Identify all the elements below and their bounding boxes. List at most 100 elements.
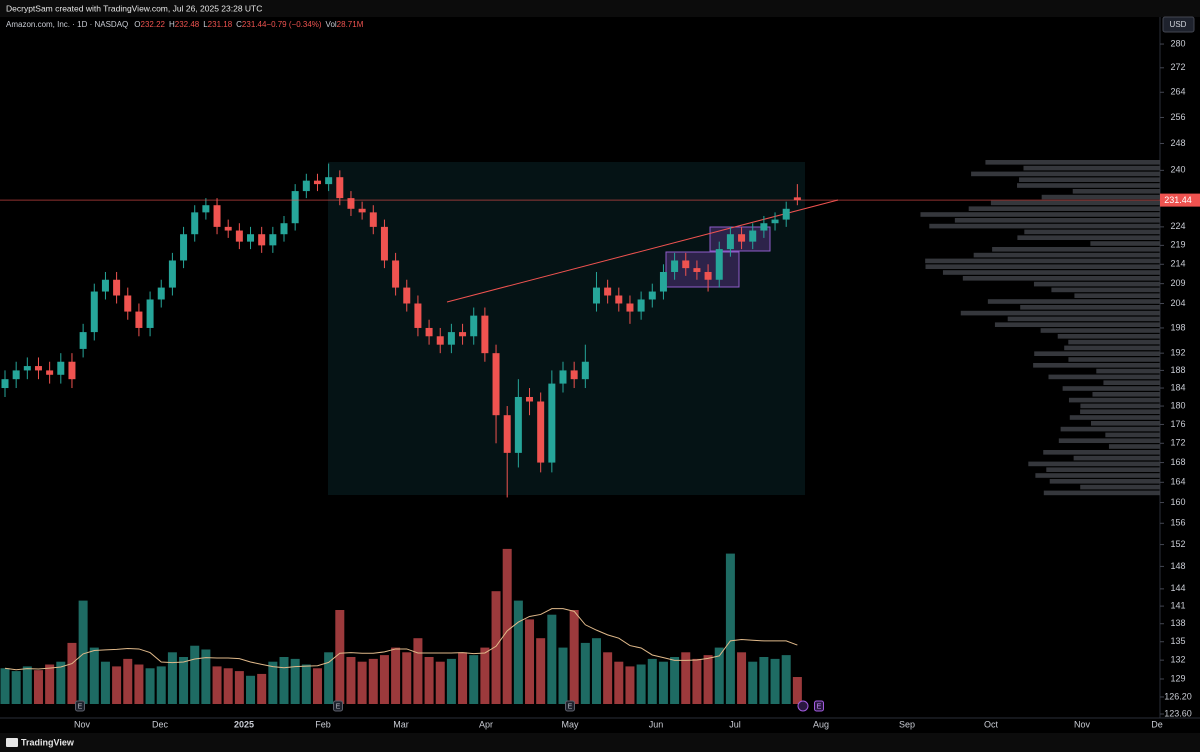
y-tick-label: 132 <box>1170 655 1185 665</box>
volume-bar <box>647 658 657 704</box>
profile-bar <box>990 200 1160 206</box>
volume-bar <box>0 668 10 704</box>
candle-body <box>604 287 612 296</box>
volume-bar <box>591 638 601 704</box>
y-tick-label: 123.60 <box>1164 708 1192 718</box>
candle-body <box>269 234 277 246</box>
profile-bar <box>1024 229 1160 235</box>
candle-body <box>380 226 388 261</box>
y-tick-label: 264 <box>1170 87 1185 97</box>
volume-bar <box>614 661 624 704</box>
volume-bar <box>33 670 43 704</box>
x-tick-label: Sep <box>899 719 915 729</box>
profile-bar <box>929 223 1160 229</box>
profile-bar <box>1017 235 1160 240</box>
profile-bar <box>942 270 1160 275</box>
candle-body <box>648 291 656 300</box>
alert-icon <box>797 700 809 712</box>
y-tick-label: 160 <box>1170 497 1185 507</box>
profile-bar <box>1007 316 1160 322</box>
profile-bar <box>1040 328 1160 333</box>
candle-body <box>180 234 188 261</box>
x-tick-label: Nov <box>74 719 91 729</box>
candle-body <box>280 223 288 235</box>
candle-body <box>258 234 266 246</box>
candle-body <box>592 287 600 304</box>
profile-bar <box>962 276 1160 281</box>
profile-bar <box>1073 455 1160 461</box>
profile-bar <box>1080 484 1160 490</box>
event-marker <box>333 700 343 712</box>
volume-bar <box>502 548 512 704</box>
candle-body <box>749 230 757 242</box>
candle-body <box>168 260 176 288</box>
profile-bar <box>1103 380 1160 385</box>
candle-body <box>68 361 76 380</box>
profile-bar <box>1108 444 1160 449</box>
candle-body <box>738 234 746 242</box>
profile-bar <box>1096 368 1160 374</box>
candle-body <box>481 315 489 354</box>
x-tick-label: May <box>561 719 579 729</box>
candle-body <box>235 230 243 242</box>
candle-body <box>325 177 333 185</box>
volume-bar <box>781 655 791 704</box>
volume-bar <box>112 666 122 704</box>
profile-bar <box>1051 287 1160 293</box>
volume-bar <box>670 657 680 704</box>
volume-bar <box>78 600 88 704</box>
volume-bar <box>190 645 200 704</box>
volume-bar <box>123 658 133 704</box>
volume-bar <box>279 657 289 704</box>
candle-body <box>113 279 121 296</box>
credit: DecryptSam created with TradingView.com,… <box>6 3 262 13</box>
volume-bar <box>22 666 32 704</box>
profile-bar <box>994 322 1160 327</box>
volume-bar <box>134 664 144 704</box>
profile-bar <box>1046 467 1160 472</box>
x-tick-label: De <box>1151 719 1163 729</box>
volume-bar <box>681 652 691 704</box>
candle-body <box>146 299 154 328</box>
volume-bar <box>223 668 233 704</box>
volume-bar <box>212 666 222 704</box>
currency-box <box>1162 16 1195 33</box>
volume-bar <box>547 614 557 704</box>
range-box <box>328 162 805 495</box>
candle-body <box>793 197 801 201</box>
legend-value: 231.44 <box>242 20 267 29</box>
candle-body <box>570 370 578 380</box>
x-tick-label: Dec <box>152 719 169 729</box>
x-tick-label: Jul <box>729 719 741 729</box>
candle-body <box>392 260 400 288</box>
volume-bar <box>290 658 300 704</box>
volume-bar <box>580 642 590 704</box>
header-bar <box>0 0 1200 17</box>
y-tick-label: 135 <box>1170 636 1185 646</box>
profile-bar <box>925 258 1160 264</box>
legend-key: Vol <box>326 20 337 29</box>
volume-bar <box>446 658 456 704</box>
candle-body <box>559 370 567 384</box>
candle-body <box>470 315 478 337</box>
volume-bar <box>770 658 780 704</box>
candle-body <box>771 219 779 224</box>
candle-body <box>447 332 455 345</box>
y-tick-label: 256 <box>1170 112 1185 122</box>
x-tick-label: Apr <box>479 719 493 729</box>
y-tick-label: 126.20 <box>1164 691 1192 701</box>
volume-bar <box>525 619 535 704</box>
event-marker-label: E <box>78 703 83 710</box>
x-tick-label: Oct <box>984 719 999 729</box>
candle-body <box>581 361 589 380</box>
legend-key: L <box>203 20 208 29</box>
candle-body <box>659 271 667 292</box>
y-tick-label: 248 <box>1170 138 1185 148</box>
legend-key: H <box>169 20 175 29</box>
profile-bar <box>1080 403 1160 409</box>
candle-body <box>79 332 87 349</box>
candle-body <box>302 180 310 192</box>
